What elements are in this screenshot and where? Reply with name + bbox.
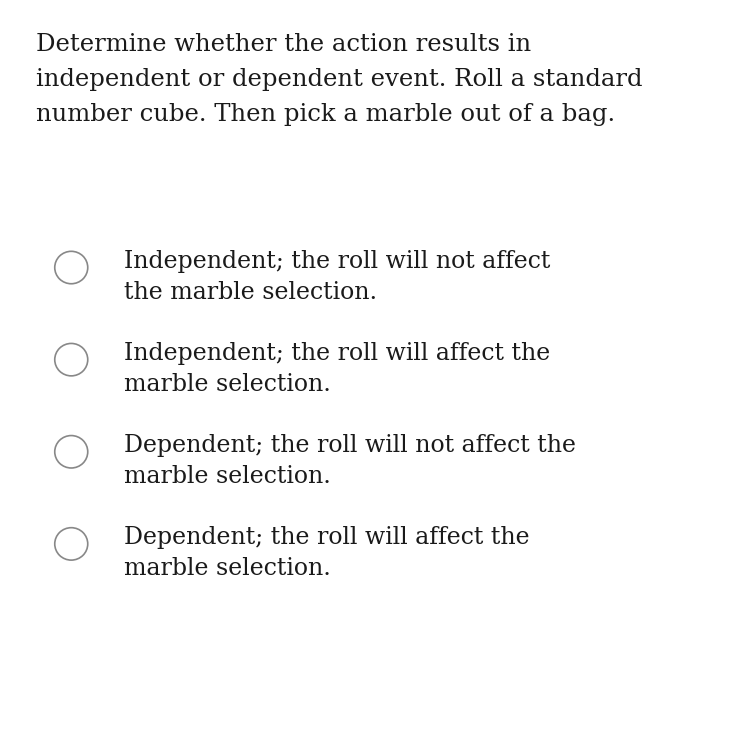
Text: Determine whether the action results in
independent or dependent event. Roll a s: Determine whether the action results in … [36,33,643,125]
Text: Dependent; the roll will not affect the
marble selection.: Dependent; the roll will not affect the … [124,434,576,488]
Text: Independent; the roll will affect the
marble selection.: Independent; the roll will affect the ma… [124,342,550,396]
Text: Independent; the roll will not affect
the marble selection.: Independent; the roll will not affect th… [124,250,550,304]
Text: Dependent; the roll will affect the
marble selection.: Dependent; the roll will affect the marb… [124,526,530,580]
